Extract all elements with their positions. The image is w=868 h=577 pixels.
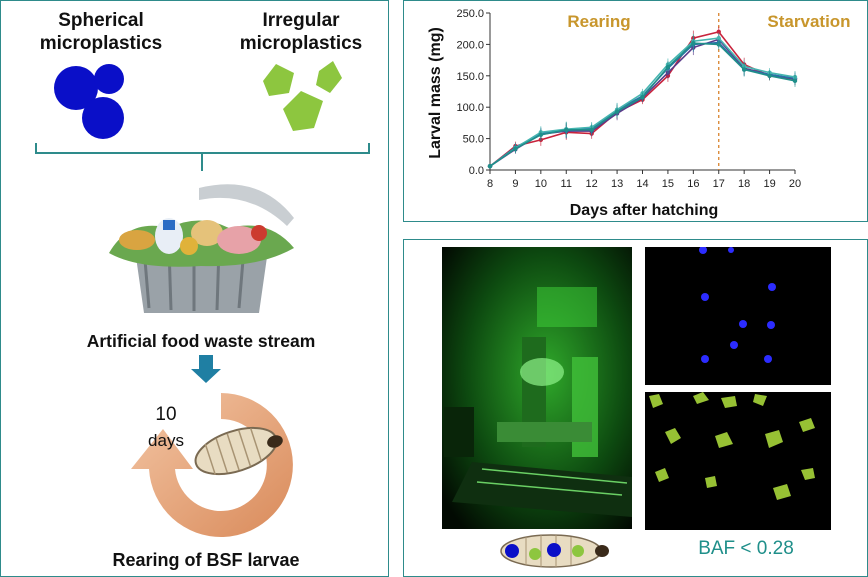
spherical-particle-icon	[94, 64, 124, 94]
x-tick-label: 17	[713, 178, 725, 190]
x-tick-label: 9	[512, 178, 518, 190]
data-point	[589, 127, 594, 133]
cycle-unit-label: days	[148, 431, 184, 450]
data-point	[716, 29, 721, 35]
x-tick-label: 8	[487, 178, 493, 190]
imaging-panel: BAF < 0.28	[403, 239, 868, 577]
data-point	[767, 73, 772, 79]
data-point	[487, 164, 493, 169]
x-tick-label: 19	[763, 178, 775, 190]
left-panel: Spherical microplastics Irregular microp…	[0, 0, 389, 577]
data-point	[741, 67, 747, 72]
chart-panel: 0.0 50.0 100.0 150.0 200.0 250.0 8 9 10 11 12 13 14 1…	[403, 0, 868, 222]
down-arrow-icon	[191, 355, 221, 383]
x-tick-label: 16	[687, 178, 699, 190]
x-tick-label: 14	[636, 178, 648, 190]
y-tick-label: 250.0	[456, 8, 484, 20]
data-point	[665, 64, 671, 70]
data-point	[564, 127, 569, 133]
baf-label: BAF < 0.28	[698, 538, 794, 559]
microplastics-illustration	[35, 61, 370, 171]
larval-mass-chart: 0.0 50.0 100.0 150.0 200.0 250.0 8 9 10 11 12 13 14 1…	[427, 8, 851, 219]
y-tick-label: 100.0	[456, 102, 484, 114]
data-point	[538, 132, 544, 138]
fluorescence-microscope-photo	[442, 247, 632, 529]
irregular-microplastics-label: Irregular microplastics	[239, 10, 363, 54]
starvation-phase-label: Starvation	[767, 12, 850, 31]
data-point	[513, 146, 518, 151]
data-point	[716, 35, 721, 41]
series-line	[489, 41, 796, 167]
data-point	[614, 109, 620, 114]
x-axis-label: Days after hatching	[570, 202, 718, 219]
rearing-larvae-label: Rearing of BSF larvae	[112, 550, 300, 570]
bracket	[35, 143, 370, 171]
larva-icon	[194, 426, 283, 476]
irregular-particle-icon	[263, 64, 294, 96]
x-tick-label: 13	[611, 178, 623, 190]
irregular-particle-icon	[316, 61, 342, 93]
y-tick-label: 0.0	[469, 165, 484, 177]
y-axis-label: Larval mass (mg)	[427, 27, 444, 159]
data-point	[792, 78, 798, 84]
larva-with-particles-icon	[500, 534, 609, 568]
irregular-fluorescence-image	[645, 392, 831, 530]
data-point	[691, 40, 696, 46]
data-point	[640, 94, 645, 100]
x-tick-label: 10	[535, 178, 547, 190]
food-waste-stream-label: Artificial food waste stream	[86, 331, 316, 351]
spherical-fluorescence-image	[645, 247, 831, 385]
y-tick-label: 150.0	[456, 71, 484, 83]
y-tick-label: 50.0	[463, 134, 484, 146]
spherical-particle-icon	[82, 97, 124, 139]
spherical-particle-icon	[54, 66, 98, 110]
x-tick-label: 11	[561, 178, 572, 190]
food-waste-bin-illustration	[89, 178, 314, 318]
series-line	[489, 42, 796, 167]
data-point	[716, 42, 721, 47]
irregular-particle-icon	[283, 91, 323, 131]
y-tick-label: 200.0	[456, 39, 484, 51]
cycle-number-label: 10	[155, 404, 177, 425]
rearing-cycle-illustration	[131, 355, 293, 537]
x-tick-label: 20	[789, 178, 801, 190]
x-tick-label: 15	[662, 178, 674, 190]
x-tick-label: 12	[586, 178, 598, 190]
rearing-phase-label: Rearing	[567, 12, 630, 31]
spherical-microplastics-label: Spherical microplastics	[39, 10, 163, 54]
x-tick-label: 18	[738, 178, 750, 190]
